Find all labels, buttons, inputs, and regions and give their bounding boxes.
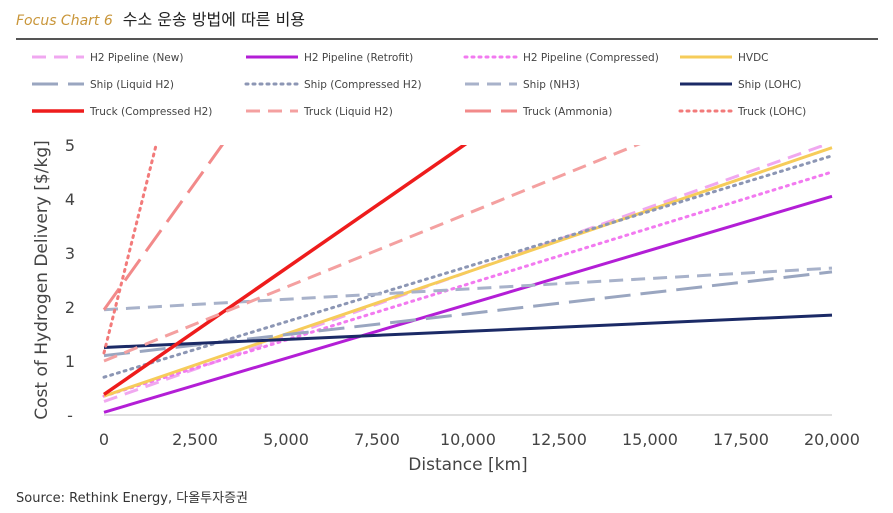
x-tick-label: 2,500 <box>172 430 218 449</box>
series-line <box>103 313 833 349</box>
x-tick-label: 0 <box>99 430 109 449</box>
plot-area <box>102 145 834 414</box>
source-note: Source: Rethink Energy, 다올투자증권 <box>16 491 248 506</box>
legend-label: H2 Pipeline (Retrofit) <box>304 52 413 64</box>
y-tick-label: 3 <box>65 244 75 263</box>
y-tick-labels: - 1 2 3 4 5 <box>65 136 75 425</box>
y-tick-label: 1 <box>65 352 75 371</box>
x-tick-label: 17,500 <box>713 430 769 449</box>
legend-label: Ship (Liquid H2) <box>90 79 174 91</box>
x-tick-label: 20,000 <box>804 430 860 449</box>
series-line <box>103 145 468 396</box>
series-line <box>102 154 834 379</box>
legend-label: Ship (NH3) <box>523 79 580 91</box>
y-tick-label: 5 <box>65 136 75 155</box>
legend-label: Truck (Compressed H2) <box>89 106 212 118</box>
x-tick-label: 12,500 <box>531 430 587 449</box>
axes: - 1 2 3 4 5 0 2,500 5,000 7,500 10,000 12,500 15,00… <box>32 136 860 475</box>
series-line <box>102 170 834 398</box>
legend-label: H2 Pipeline (Compressed) <box>523 52 659 64</box>
series-line <box>103 266 833 312</box>
legend-label: HVDC <box>738 52 769 64</box>
series-line <box>103 146 833 398</box>
legend-label: H2 Pipeline (New) <box>90 52 183 64</box>
x-axis-label: Distance [km] <box>408 455 527 475</box>
title-divider <box>16 38 878 40</box>
legend-label: Truck (Liquid H2) <box>303 106 393 118</box>
series-line <box>103 145 641 363</box>
x-tick-label: 7,500 <box>354 430 400 449</box>
x-tick-labels: 0 2,500 5,000 7,500 10,000 12,500 15,000 17,500… <box>99 430 860 449</box>
chart-label: Focus Chart 6 <box>16 13 113 29</box>
legend-label: Truck (Ammonia) <box>522 106 612 118</box>
y-axis-label: Cost of Hydrogen Delivery [$/kg] <box>32 140 52 419</box>
chart-header: Focus Chart 6 수소 운송 방법에 따른 비용 <box>16 6 305 36</box>
legend-label: Ship (Compressed H2) <box>304 79 422 91</box>
x-tick-label: 5,000 <box>263 430 309 449</box>
x-tick-label: 10,000 <box>440 430 496 449</box>
line-chart: H2 Pipeline (New) H2 Pipeline (Retrofit) H… <box>32 52 860 475</box>
legend: H2 Pipeline (New) H2 Pipeline (Retrofit) H… <box>32 52 806 118</box>
x-tick-label: 15,000 <box>622 430 678 449</box>
series-line <box>102 145 158 355</box>
chart-title: 수소 운송 방법에 따른 비용 <box>122 10 306 29</box>
y-tick-label: 4 <box>65 190 75 209</box>
y-tick-label: 2 <box>65 298 75 317</box>
legend-label: Ship (LOHC) <box>738 79 801 91</box>
y-tick-label: - <box>67 406 73 425</box>
legend-label: Truck (LOHC) <box>737 106 806 118</box>
series-line <box>103 194 833 414</box>
